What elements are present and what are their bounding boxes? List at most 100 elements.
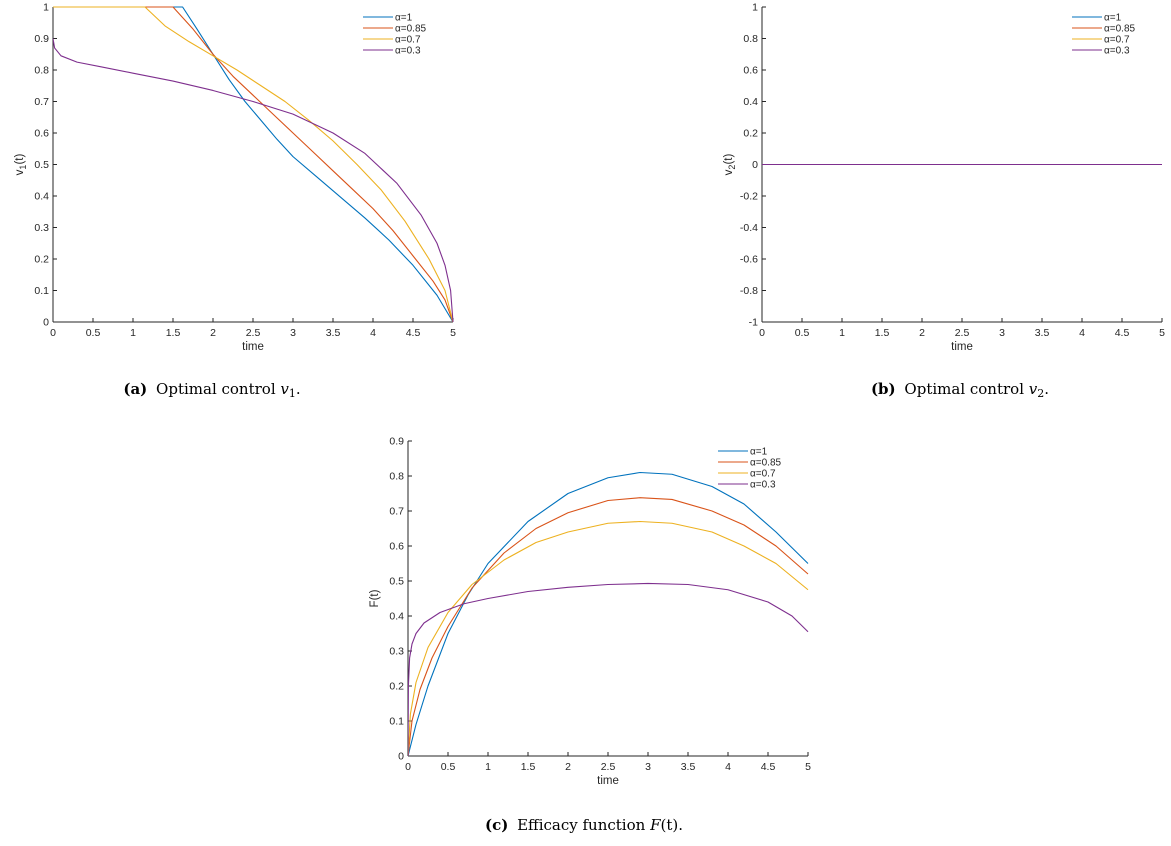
x-axis-title: time: [951, 341, 973, 353]
x-axis-title: time: [242, 341, 264, 353]
x-tick-label: 0.5: [441, 761, 456, 773]
y-axis-title: v1(t): [14, 154, 28, 176]
y-tick-label: -1: [749, 317, 758, 329]
y-tick-label: -0.8: [740, 285, 758, 297]
legend-label-1: α=1: [1104, 13, 1122, 24]
series-line-4: [53, 38, 454, 323]
series-line-2: [53, 6, 454, 323]
legend-label-3: α=0.7: [395, 35, 421, 46]
y-tick-label: 0.6: [389, 541, 404, 553]
y-tick-label: 0.4: [389, 611, 404, 623]
y-axis-title-tail: (t): [14, 154, 26, 165]
y-tick-label: 0.2: [389, 681, 404, 693]
x-tick-label: 5: [805, 761, 811, 773]
caption-b-tag: (b): [871, 380, 896, 398]
series-line-4: [408, 582, 809, 757]
caption-b-math: v: [1029, 380, 1038, 398]
y-tick-label: -0.6: [740, 254, 758, 266]
x-tick-label: 5: [1159, 327, 1165, 339]
caption-a: (a) Optimal control v1.: [123, 380, 300, 400]
y-tick-label: 0: [43, 317, 49, 329]
y-tick-label: 0.2: [743, 128, 758, 140]
y-tick-label: 0.4: [743, 96, 758, 108]
y-tick-label: -0.4: [740, 222, 758, 234]
series-line-2: [408, 497, 809, 757]
legend-label-2: α=0.85: [395, 24, 427, 35]
legend-label-3: α=0.7: [750, 469, 776, 480]
y-tick-label: 0.1: [34, 285, 49, 297]
y-tick-label: 1: [752, 2, 758, 14]
x-tick-label: 4: [370, 327, 376, 339]
x-tick-label: 1.5: [166, 327, 181, 339]
caption-b-end: .: [1044, 380, 1049, 398]
x-tick-label: 1.5: [875, 327, 890, 339]
caption-c-tail: (t).: [660, 816, 683, 834]
x-tick-label: 2: [565, 761, 571, 773]
legend-label-1: α=1: [395, 13, 413, 24]
y-tick-label: 0.1: [389, 716, 404, 728]
caption-a-sub: 1: [289, 387, 296, 400]
caption-b-text: Optimal control: [904, 380, 1028, 398]
x-tick-label: 2.5: [601, 761, 616, 773]
x-tick-label: 3: [645, 761, 651, 773]
y-axis-title: F(t): [369, 589, 381, 607]
x-tick-label: 3: [290, 327, 296, 339]
y-tick-label: 0.7: [389, 506, 404, 518]
y-tick-label: 0.8: [389, 471, 404, 483]
y-tick-label: 0.2: [34, 254, 49, 266]
y-tick-label: 0.7: [34, 96, 49, 108]
series-line-1: [408, 471, 809, 757]
chart-panel-c: 0 0.5 1 1.5 2 2.5 3 3.5 4 4.5 5 0 0.1 0.2 0.3 0.4 0.5 0.6…: [369, 436, 811, 788]
y-axis-title-main: F(t): [369, 589, 381, 607]
caption-a-end: .: [296, 380, 301, 398]
caption-a-tag: (a): [123, 380, 147, 398]
x-tick-label: 3.5: [1035, 327, 1050, 339]
x-tick-label: 0: [759, 327, 765, 339]
y-tick-label: 0.3: [389, 646, 404, 658]
caption-c-math: F: [649, 816, 661, 834]
x-tick-label: 0.5: [795, 327, 810, 339]
legend-label-2: α=0.85: [750, 458, 782, 469]
y-tick-label: 1: [43, 2, 49, 14]
x-tick-label: 4.5: [761, 761, 776, 773]
y-tick-label: 0.8: [34, 65, 49, 77]
x-tick-label: 1: [485, 761, 491, 773]
x-tick-label: 2.5: [246, 327, 261, 339]
x-tick-label: 2: [210, 327, 216, 339]
y-tick-label: 0.9: [389, 436, 404, 448]
x-tick-label: 4.5: [406, 327, 421, 339]
series-line-1: [53, 6, 454, 323]
x-tick-label: 0: [405, 761, 411, 773]
y-tick-label: 0.8: [743, 33, 758, 45]
caption-b-sub: 2: [1037, 387, 1044, 400]
y-tick-label: -0.2: [740, 191, 758, 203]
legend-label-2: α=0.85: [1104, 24, 1136, 35]
chart-panel-a: 0 0.5 1 1.5 2 2.5 3 3.5 4 4.5 5 0 0.1 0.2 0.3 0.4 0.5 0.6…: [14, 2, 456, 354]
legend-label-3: α=0.7: [1104, 35, 1130, 46]
y-tick-label: 0: [752, 159, 758, 171]
legend-label-4: α=0.3: [395, 46, 421, 57]
y-tick-label: 0.9: [34, 33, 49, 45]
series-line-3: [53, 6, 454, 323]
x-tick-label: 4.5: [1115, 327, 1130, 339]
y-tick-label: 0: [398, 751, 404, 763]
y-axis-title-main: v: [14, 169, 26, 175]
y-axis-title-main: v: [723, 169, 735, 175]
x-axis-title: time: [597, 775, 619, 787]
x-tick-label: 3.5: [326, 327, 341, 339]
y-axis-title-sub: 1: [18, 165, 28, 170]
x-tick-label: 0.5: [86, 327, 101, 339]
x-tick-label: 1.5: [521, 761, 536, 773]
x-tick-label: 4: [725, 761, 731, 773]
caption-a-math: v: [280, 380, 289, 398]
caption-c: (c) Efficacy function F(t).: [485, 816, 683, 834]
caption-a-text: Optimal control: [156, 380, 280, 398]
x-tick-label: 0: [50, 327, 56, 339]
y-axis-title-tail: (t): [723, 154, 735, 165]
caption-c-tag: (c): [485, 816, 508, 834]
caption-b: (b) Optimal control v2.: [871, 380, 1049, 400]
x-tick-label: 3: [999, 327, 1005, 339]
y-tick-label: 0.6: [743, 65, 758, 77]
legend-label-4: α=0.3: [1104, 46, 1130, 57]
